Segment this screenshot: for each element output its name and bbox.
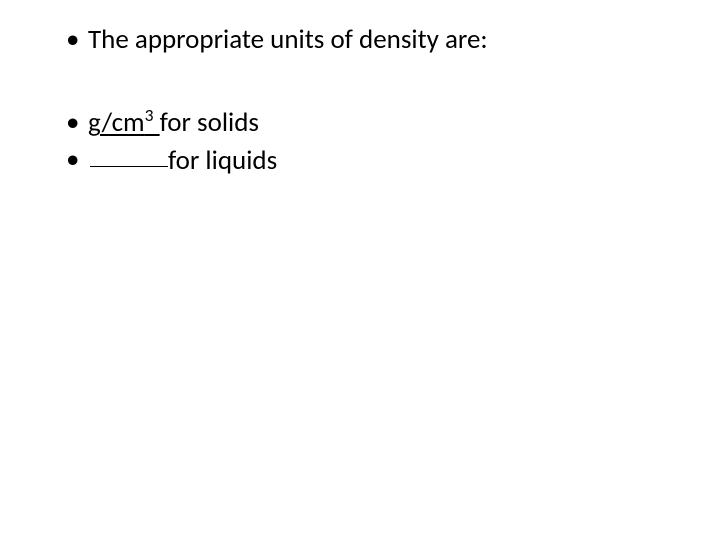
list-item: g/cm3 for solids (60, 105, 680, 140)
bullet-text: for solids (160, 106, 259, 139)
bullet-text: The appropriate units of density are: (88, 23, 488, 56)
list-item: for liquids (60, 142, 680, 178)
bullet-text: for liquids (168, 144, 277, 177)
bullet-list: The appropriate units of density are: g/… (60, 22, 680, 178)
filled-blank: g/cm3 (88, 106, 160, 139)
empty-blank (90, 140, 168, 167)
list-item: The appropriate units of density are: (60, 22, 680, 57)
